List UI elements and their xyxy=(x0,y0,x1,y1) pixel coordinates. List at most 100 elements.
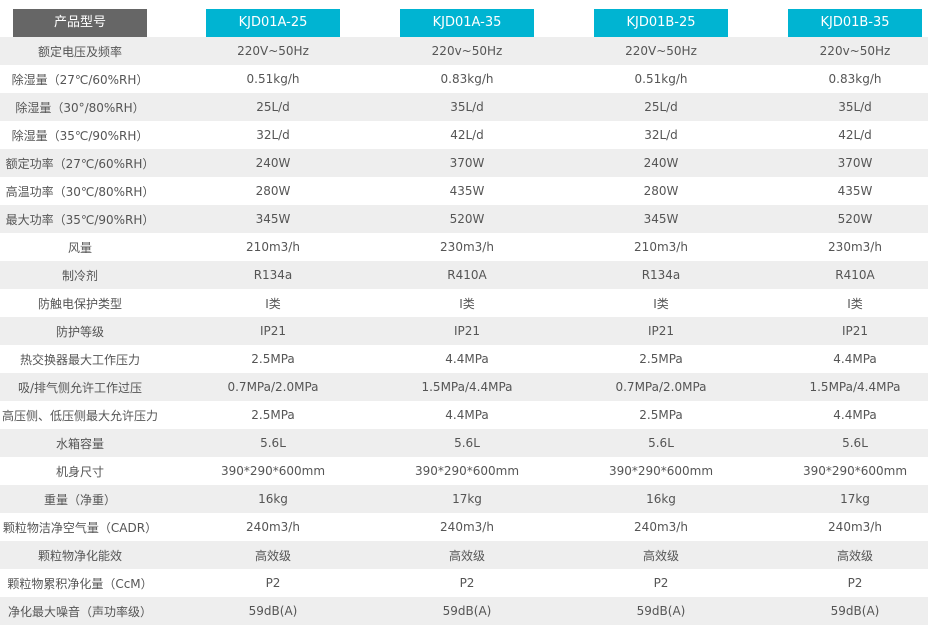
cell-value: 1.5MPa/4.4MPa xyxy=(809,380,901,394)
cell-value: I类 xyxy=(847,296,863,311)
cell-value: 59dB(A) xyxy=(248,604,298,618)
cell-value: P2 xyxy=(653,576,669,590)
cell-value: 0.83kg/h xyxy=(828,72,882,86)
cell-value: 220v~50Hz xyxy=(819,44,891,58)
cell-value: 0.83kg/h xyxy=(440,72,494,86)
cell-value: 32L/d xyxy=(644,128,678,142)
cell-value: P2 xyxy=(847,576,863,590)
row-label: 颗粒物净化能效 xyxy=(37,548,122,563)
row-label: 颗粒物累积净化量（CcM） xyxy=(7,576,153,591)
cell-value: 高效级 xyxy=(254,548,291,563)
cell-value: 280W xyxy=(255,184,291,198)
table-row: 风量 210m3/h 230m3/h 210m3/h 230m3/h xyxy=(0,233,928,261)
cell-value: 345W xyxy=(643,212,679,226)
cell-value: 32L/d xyxy=(256,128,290,142)
cell-value: 520W xyxy=(837,212,873,226)
cell-value: IP21 xyxy=(841,324,869,338)
table-header: 产品型号 KJD01A-25 KJD01A-35 KJD01B-25 KJD01… xyxy=(0,0,928,37)
cell-value: 16kg xyxy=(258,492,288,506)
cell-value: 230m3/h xyxy=(440,240,494,254)
cell-value: I类 xyxy=(265,296,281,311)
table-body: 额定电压及频率 220V~50Hz 220v~50Hz 220V~50Hz 220v~5… xyxy=(0,37,928,625)
cell-value: 240m3/h xyxy=(440,520,494,534)
row-label: 热交换器最大工作压力 xyxy=(19,352,140,367)
row-label: 颗粒物洁净空气量（CADR） xyxy=(2,520,158,535)
header-model: KJD01B-25 xyxy=(594,9,728,37)
row-label: 额定电压及频率 xyxy=(37,44,122,59)
cell-value: 240W xyxy=(643,156,679,170)
cell-value: 59dB(A) xyxy=(442,604,492,618)
cell-value: 0.7MPa/2.0MPa xyxy=(227,380,319,394)
table-row: 净化最大噪音（声功率级） 59dB(A) 59dB(A) 59dB(A) 59dB(A) xyxy=(0,597,928,625)
cell-value: 370W xyxy=(837,156,873,170)
cell-value: IP21 xyxy=(259,324,287,338)
cell-value: R410A xyxy=(447,268,487,282)
cell-value: 390*290*600mm xyxy=(220,464,326,478)
row-label: 重量（净重） xyxy=(43,492,116,507)
row-label: 最大功率（35℃/90%RH） xyxy=(5,212,155,227)
cell-value: 17kg xyxy=(840,492,870,506)
cell-value: 5.6L xyxy=(454,436,480,450)
cell-value: I类 xyxy=(653,296,669,311)
row-label: 除湿量（27℃/60%RH） xyxy=(11,72,149,87)
cell-value: 25L/d xyxy=(256,100,290,114)
cell-value: 2.5MPa xyxy=(251,408,295,422)
cell-value: 220v~50Hz xyxy=(431,44,503,58)
cell-value: 435W xyxy=(449,184,485,198)
cell-value: 0.7MPa/2.0MPa xyxy=(615,380,707,394)
table-row: 防触电保护类型 I类 I类 I类 I类 xyxy=(0,289,928,317)
cell-value: 390*290*600mm xyxy=(802,464,908,478)
row-label: 吸/排气侧允许工作过压 xyxy=(17,380,143,395)
cell-value: 370W xyxy=(449,156,485,170)
table-row: 防护等级 IP21 IP21 IP21 IP21 xyxy=(0,317,928,345)
table-row: 额定电压及频率 220V~50Hz 220v~50Hz 220V~50Hz 220v~5… xyxy=(0,37,928,65)
cell-value: 240m3/h xyxy=(634,520,688,534)
cell-value: 35L/d xyxy=(450,100,484,114)
row-label: 高温功率（30℃/80%RH） xyxy=(5,184,155,199)
cell-value: 230m3/h xyxy=(828,240,882,254)
table-row: 吸/排气侧允许工作过压 0.7MPa/2.0MPa 1.5MPa/4.4MPa 0.7… xyxy=(0,373,928,401)
cell-value: 210m3/h xyxy=(634,240,688,254)
header-label: 产品型号 xyxy=(13,9,147,37)
table-row: 颗粒物洁净空气量（CADR） 240m3/h 240m3/h 240m3/h 240m3… xyxy=(0,513,928,541)
header-model: KJD01A-35 xyxy=(400,9,534,37)
table-row: 额定功率（27℃/60%RH） 240W 370W 240W 370W xyxy=(0,149,928,177)
cell-value: IP21 xyxy=(453,324,481,338)
cell-value: 42L/d xyxy=(838,128,872,142)
cell-value: 5.6L xyxy=(648,436,674,450)
cell-value: 59dB(A) xyxy=(636,604,686,618)
table-row: 重量（净重） 16kg 17kg 16kg 17kg xyxy=(0,485,928,513)
header-model: KJD01A-25 xyxy=(206,9,340,37)
cell-value: 1.5MPa/4.4MPa xyxy=(421,380,513,394)
row-label: 防护等级 xyxy=(55,324,104,339)
cell-value: 42L/d xyxy=(450,128,484,142)
row-label: 除湿量（30°/80%RH） xyxy=(15,100,145,115)
table-row: 除湿量（30°/80%RH） 25L/d 35L/d 25L/d 35L/d xyxy=(0,93,928,121)
table-row: 除湿量（27℃/60%RH） 0.51kg/h 0.83kg/h 0.51kg/h 0.… xyxy=(0,65,928,93)
cell-value: 390*290*600mm xyxy=(414,464,520,478)
cell-value: 5.6L xyxy=(260,436,286,450)
table-row: 高温功率（30℃/80%RH） 280W 435W 280W 435W xyxy=(0,177,928,205)
cell-value: 高效级 xyxy=(642,548,679,563)
cell-value: P2 xyxy=(459,576,475,590)
cell-value: R134a xyxy=(253,268,293,282)
table-row: 热交换器最大工作压力 2.5MPa 4.4MPa 2.5MPa 4.4MPa xyxy=(0,345,928,373)
cell-value: 25L/d xyxy=(644,100,678,114)
table-row: 水箱容量 5.6L 5.6L 5.6L 5.6L xyxy=(0,429,928,457)
row-label: 机身尺寸 xyxy=(55,464,104,479)
cell-value: R134a xyxy=(641,268,681,282)
table-row: 制冷剂 R134a R410A R134a R410A xyxy=(0,261,928,289)
cell-value: 435W xyxy=(837,184,873,198)
row-label: 防触电保护类型 xyxy=(37,296,122,311)
table-row: 高压侧、低压侧最大允许压力 2.5MPa 4.4MPa 2.5MPa 4.4MPa xyxy=(0,401,928,429)
cell-value: 5.6L xyxy=(842,436,868,450)
cell-value: 4.4MPa xyxy=(833,408,877,422)
cell-value: 520W xyxy=(449,212,485,226)
row-label: 额定功率（27℃/60%RH） xyxy=(5,156,155,171)
table-row: 最大功率（35℃/90%RH） 345W 520W 345W 520W xyxy=(0,205,928,233)
table-row: 机身尺寸 390*290*600mm 390*290*600mm 390*290*60… xyxy=(0,457,928,485)
cell-value: R410A xyxy=(835,268,875,282)
cell-value: IP21 xyxy=(647,324,675,338)
cell-value: 35L/d xyxy=(838,100,872,114)
